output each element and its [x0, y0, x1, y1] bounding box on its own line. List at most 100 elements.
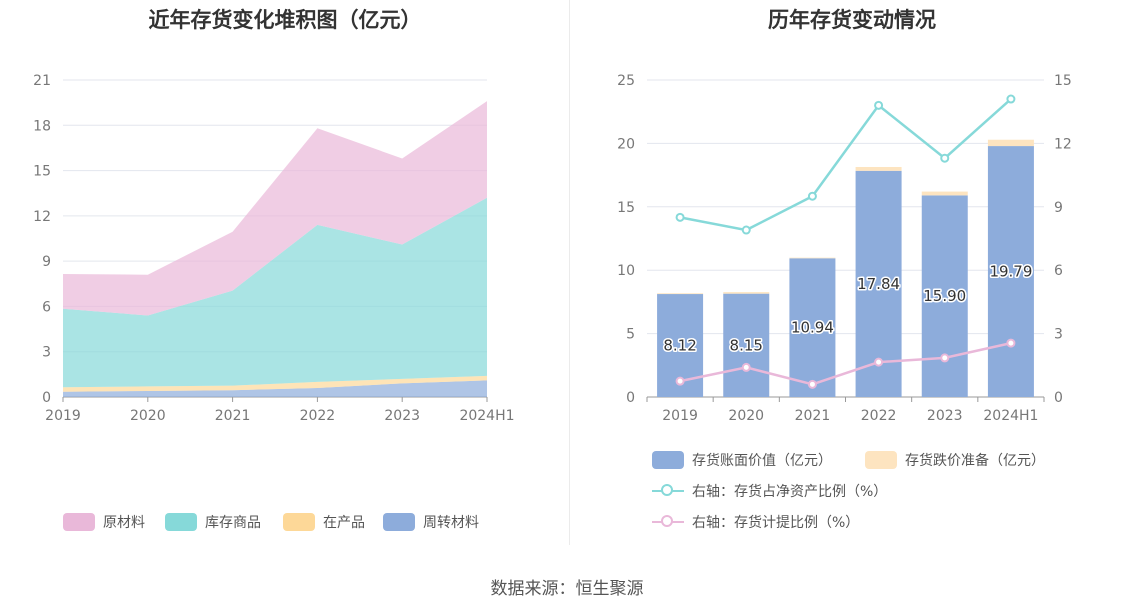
- bar-data-label: 8.12: [663, 337, 696, 355]
- area---series: [63, 197, 487, 388]
- left-chart-title: 近年存货变化堆积图（亿元）: [148, 8, 422, 32]
- bar-data-label: 15.90: [923, 287, 966, 305]
- y-right-tick-label: 15: [1054, 73, 1072, 89]
- y-left-tick-label: 5: [626, 327, 635, 343]
- legend-swatch: [652, 482, 684, 500]
- stacked-area-chart-panel: 近年存货变化堆积图（亿元） 0 3 6 9 12 15 18 21 2019 2020 2021 20…: [0, 0, 570, 545]
- inventory-bar-line-chart-panel: 历年存货变动情况 0 5 10 15 20 25 0 3 6 9 12 15 2019 2020 2021 2…: [570, 0, 1134, 545]
- legend-item-left[interactable]: 在产品: [283, 512, 365, 532]
- x-tick-label: 2024H1: [459, 408, 514, 424]
- x-tick-label: 2019: [662, 408, 698, 424]
- line-point: [940, 153, 950, 163]
- legend-label: 周转材料: [423, 515, 479, 531]
- legend-label: 右轴：存货计提比例（%）: [692, 515, 860, 531]
- line-provision-ratio: [679, 341, 1012, 386]
- legend-marker: [661, 484, 673, 496]
- y-tick-label: 12: [33, 209, 51, 225]
- area---series: [63, 101, 487, 316]
- y-right-tick-label: 6: [1054, 263, 1063, 279]
- y-right-tick-label: 12: [1054, 136, 1072, 152]
- legend-label: 存货账面价值（亿元）: [692, 453, 832, 469]
- y-left-tick-label: 25: [617, 73, 635, 89]
- bar-data-label: 8.15: [730, 336, 763, 354]
- legend-label: 右轴：存货占净资产比例（%）: [692, 484, 888, 500]
- bar-impairment-provision: [789, 257, 836, 259]
- legend-label: 在产品: [323, 515, 365, 531]
- bar-data-label: 10.94: [791, 319, 834, 337]
- area---series: [63, 375, 487, 392]
- line-point: [1006, 94, 1016, 104]
- panel-divider: [569, 0, 570, 545]
- area---series: [63, 380, 487, 397]
- line-point: [940, 353, 950, 363]
- legend-item-right[interactable]: 存货账面价值（亿元）: [652, 450, 832, 470]
- y-tick-label: 21: [33, 73, 51, 89]
- y-tick-label: 18: [33, 118, 51, 134]
- bar-impairment-provision: [987, 139, 1034, 147]
- y-left-tick-label: 0: [626, 390, 635, 406]
- line-inventory-to-net-assets-ratio: [679, 98, 1012, 232]
- x-tick-label: 2020: [130, 408, 166, 424]
- x-tick-label: 2019: [45, 408, 81, 424]
- x-tick-label: 2021: [215, 408, 251, 424]
- x-tick-label: 2021: [795, 408, 831, 424]
- bar-data-label: 17.84: [857, 275, 900, 293]
- legend-label: 存货跌价准备（亿元）: [905, 453, 1045, 469]
- line-point: [874, 100, 884, 110]
- line-point: [675, 212, 685, 222]
- legend-swatch: [865, 451, 897, 469]
- y-right-tick-label: 0: [1054, 390, 1063, 406]
- x-tick-label: 2023: [384, 408, 420, 424]
- y-tick-label: 3: [42, 345, 51, 361]
- x-tick-label: 2024H1: [983, 408, 1038, 424]
- line-point: [807, 379, 817, 389]
- line-point: [807, 191, 817, 201]
- x-tick-label: 2022: [861, 408, 897, 424]
- y-left-tick-label: 15: [617, 200, 635, 216]
- x-tick-label: 2022: [300, 408, 336, 424]
- legend-swatch: [63, 513, 95, 531]
- right-chart-title: 历年存货变动情况: [768, 8, 936, 32]
- y-left-tick-label: 10: [617, 263, 635, 279]
- y-tick-label: 9: [42, 254, 51, 270]
- legend-label: 库存商品: [205, 515, 261, 531]
- legend-swatch: [165, 513, 197, 531]
- legend-item-left[interactable]: 原材料: [63, 512, 145, 532]
- y-left-tick-label: 20: [617, 136, 635, 152]
- legend-item-right[interactable]: 右轴：存货计提比例（%）: [652, 512, 859, 532]
- bar-impairment-provision: [921, 191, 968, 196]
- legend-swatch: [652, 451, 684, 469]
- line-point: [1006, 338, 1016, 348]
- bar-inventory-book-value: [789, 258, 836, 397]
- bar-inventory-book-value: [723, 293, 770, 397]
- x-tick-label: 2020: [728, 408, 764, 424]
- y-right-tick-label: 3: [1054, 327, 1063, 343]
- y-tick-label: 15: [33, 164, 51, 180]
- bar-inventory-book-value: [921, 195, 968, 397]
- bar-impairment-provision: [855, 166, 902, 171]
- legend-item-left[interactable]: 周转材料: [383, 512, 479, 532]
- inventory-combo-chart: 0 5 10 15 20 25 0 3 6 9 12 15 2019 2020 2021 2022 2023 20…: [617, 73, 1072, 424]
- bar-impairment-provision: [723, 292, 770, 294]
- bar-data-label: 19.79: [989, 263, 1032, 281]
- legend-item-left[interactable]: 库存商品: [165, 512, 261, 532]
- bar-impairment-provision: [657, 293, 704, 295]
- line-point: [741, 362, 751, 372]
- legend-swatch: [383, 513, 415, 531]
- legend-swatch: [652, 513, 684, 531]
- y-right-tick-label: 9: [1054, 200, 1063, 216]
- data-source: 数据来源：恒生聚源: [490, 579, 644, 599]
- legend-item-right[interactable]: 右轴：存货占净资产比例（%）: [652, 481, 887, 501]
- legend-marker: [661, 515, 673, 527]
- line-point: [675, 376, 685, 386]
- legend-swatch: [283, 513, 315, 531]
- legend-label: 原材料: [103, 515, 145, 531]
- line-point: [741, 225, 751, 235]
- x-tick-label: 2023: [927, 408, 963, 424]
- line-point: [874, 357, 884, 367]
- legend-item-right[interactable]: 存货跌价准备（亿元）: [865, 450, 1045, 470]
- y-tick-label: 0: [42, 390, 51, 406]
- stacked-area-chart: 0 3 6 9 12 15 18 21 2019 2020 2021 2022 2023 2024H1: [33, 73, 514, 424]
- y-tick-label: 6: [42, 299, 51, 315]
- bar-inventory-book-value: [987, 146, 1034, 397]
